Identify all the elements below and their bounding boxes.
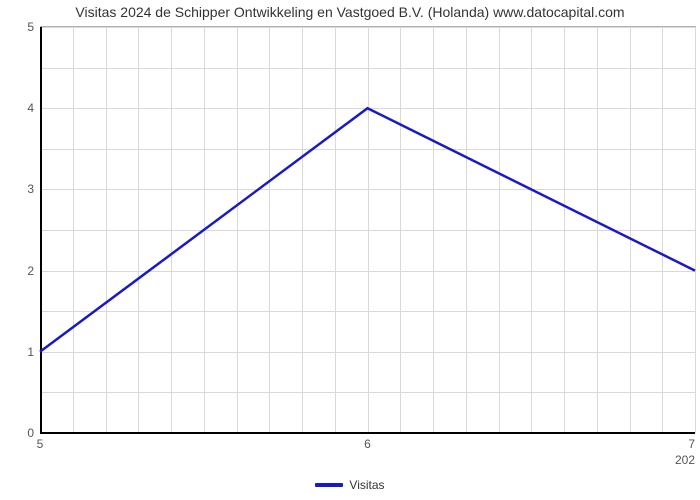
legend-label: Visitas (349, 478, 384, 492)
grid-line-vertical (695, 27, 696, 433)
y-tick-label: 2 (4, 264, 40, 278)
x-sublabel-right: 202 (675, 453, 695, 467)
x-tick-label: 6 (364, 433, 371, 451)
legend-swatch (315, 483, 343, 487)
series-layer (40, 27, 695, 433)
legend: Visitas (0, 477, 700, 492)
x-tick-label: 7 (688, 433, 695, 451)
series-line (40, 108, 695, 352)
x-tick-label: 5 (37, 433, 44, 451)
y-tick-label: 5 (4, 20, 40, 34)
chart-container: Visitas 2024 de Schipper Ontwikkeling en… (0, 0, 700, 500)
plot-area: 012345567202 (40, 26, 696, 433)
chart-title: Visitas 2024 de Schipper Ontwikkeling en… (0, 4, 700, 20)
y-tick-label: 3 (4, 182, 40, 196)
y-tick-label: 0 (4, 426, 40, 440)
y-tick-label: 1 (4, 345, 40, 359)
y-tick-label: 4 (4, 101, 40, 115)
